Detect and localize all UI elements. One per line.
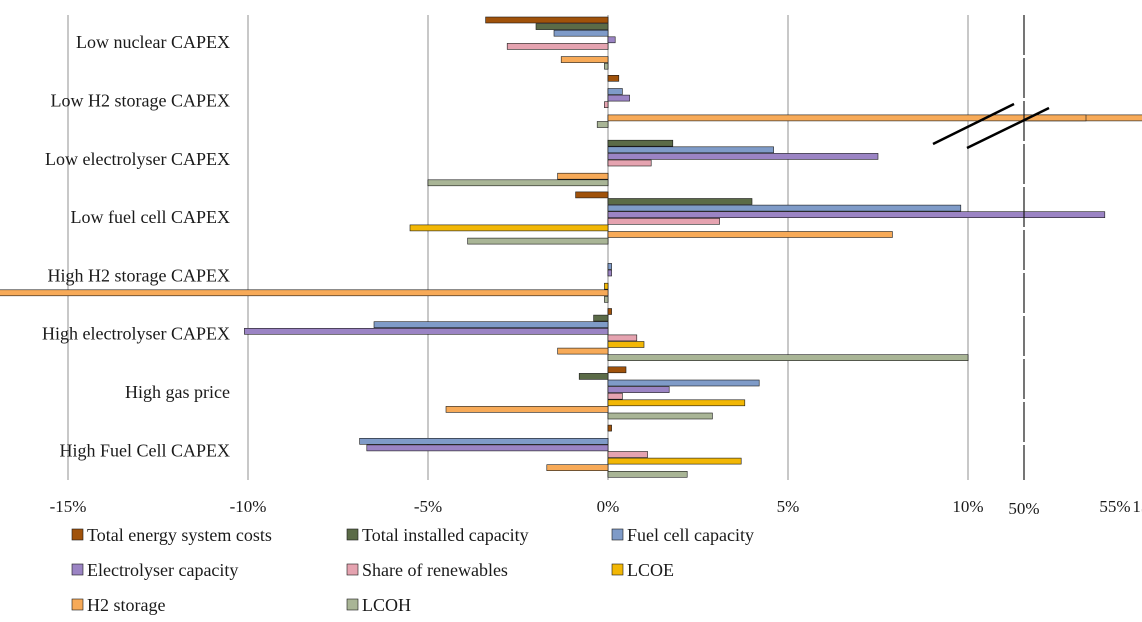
axis-break (932, 15, 1050, 480)
bar (604, 62, 609, 70)
bar (604, 296, 609, 303)
bar (607, 354, 969, 362)
bar (607, 269, 612, 277)
bar (485, 16, 609, 24)
bar (596, 121, 609, 128)
bar (0, 289, 609, 297)
category-label: Low nuclear CAPEX (76, 32, 230, 52)
legend-swatch (346, 598, 359, 611)
bar (578, 373, 609, 380)
bar (607, 159, 652, 167)
bar (607, 457, 742, 465)
legend-label: LCOE (627, 560, 674, 580)
legend-label: H2 storage (87, 595, 165, 615)
category-label: Low electrolyser CAPEX (45, 149, 230, 169)
bar (557, 172, 609, 180)
bar (557, 347, 609, 355)
bar (575, 191, 609, 199)
bar (607, 231, 893, 238)
bar (244, 327, 609, 335)
legend-swatch (611, 563, 624, 576)
bar (553, 29, 609, 37)
bar (607, 211, 1106, 218)
bar (607, 198, 753, 205)
category-label: Low fuel cell CAPEX (71, 207, 230, 227)
bar (607, 392, 623, 400)
bar (607, 386, 670, 393)
legend-label: Share of renewables (362, 560, 508, 580)
x-tick-label: -10% (230, 497, 267, 516)
bar (607, 341, 645, 348)
category-label: High electrolyser CAPEX (42, 324, 230, 344)
x-tick-label: -15% (50, 497, 87, 516)
category-label: Low H2 storage CAPEX (51, 90, 230, 110)
x-tick-label-end: 55% (1099, 497, 1130, 516)
bar (467, 237, 609, 245)
x-tick-label: 5% (777, 497, 800, 516)
bar (607, 366, 627, 374)
bar (604, 101, 609, 108)
x-tick-label: -5% (414, 497, 442, 516)
legend-swatch (346, 528, 359, 541)
bar (373, 321, 609, 329)
bar (535, 23, 609, 30)
bar (607, 218, 720, 225)
x-tick-label: 15% (1132, 497, 1142, 516)
bar (607, 379, 760, 387)
legend-swatch (346, 563, 359, 576)
bar (604, 282, 609, 290)
bar (607, 94, 630, 102)
bar (546, 464, 609, 472)
bar (607, 204, 962, 212)
bar (409, 224, 609, 232)
bar (607, 36, 616, 44)
legend-label: Total energy system costs (87, 525, 272, 545)
bar (607, 114, 1142, 122)
bar (607, 424, 612, 432)
break-mark-left (932, 102, 1015, 146)
bar (607, 88, 623, 95)
bars (0, 16, 1142, 478)
bar (445, 406, 609, 413)
legend-swatch (71, 528, 84, 541)
x-tick-label: 10% (952, 497, 983, 516)
bar (607, 334, 638, 342)
legend-label: Fuel cell capacity (627, 525, 754, 545)
category-label: High H2 storage CAPEX (48, 265, 231, 285)
bar (607, 153, 879, 160)
x-tick-label-break: 50% (1008, 499, 1039, 518)
legend: Total energy system costs Total installed… (71, 525, 754, 615)
bar (607, 399, 746, 407)
category-labels: Low nuclear CAPEX Low H2 storage CAPEX Low… (42, 32, 230, 460)
break-mark-right (966, 106, 1050, 150)
x-tick-labels: -20%-15%-10%-5%0%5%10%15%20%50%55% (50, 497, 1142, 518)
bar (607, 412, 713, 420)
bar (359, 437, 609, 445)
bar (506, 43, 609, 50)
legend-label: LCOH (362, 595, 411, 615)
bar (366, 444, 609, 452)
bar (593, 314, 609, 322)
bar (607, 146, 774, 154)
legend-label: Total installed capacity (362, 525, 529, 545)
bar (607, 139, 674, 147)
category-label: High gas price (125, 382, 230, 402)
x-tick-label: 0% (597, 497, 620, 516)
legend-swatch (611, 528, 624, 541)
legend-label: Electrolyser capacity (87, 560, 238, 580)
bar (607, 75, 620, 82)
bar (427, 179, 609, 187)
bar (607, 263, 612, 270)
legend-swatch (71, 563, 84, 576)
bar (607, 470, 688, 478)
bar (607, 308, 612, 315)
bar (607, 451, 648, 458)
category-label: High Fuel Cell CAPEX (59, 440, 230, 460)
bar (560, 56, 609, 63)
legend-swatch (71, 598, 84, 611)
